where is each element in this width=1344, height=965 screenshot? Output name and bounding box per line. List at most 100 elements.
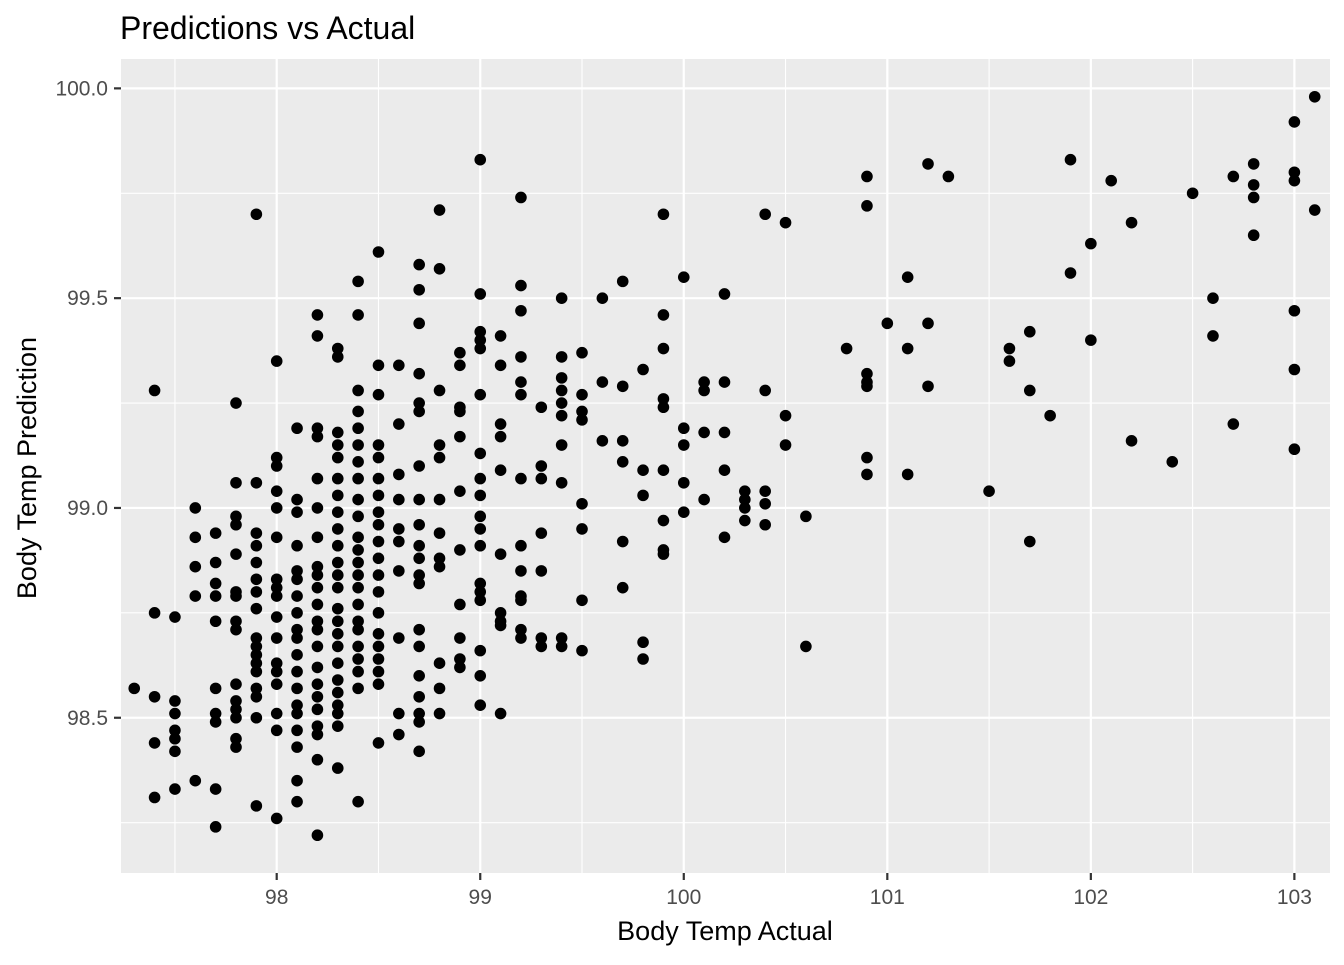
data-point xyxy=(494,548,507,560)
data-point xyxy=(454,430,466,443)
data-point xyxy=(331,342,344,355)
data-point xyxy=(515,304,527,317)
data-point xyxy=(250,527,263,539)
data-point xyxy=(270,485,283,497)
data-point xyxy=(413,317,425,330)
data-point xyxy=(291,573,303,586)
data-points xyxy=(128,90,1321,842)
data-point xyxy=(433,451,446,464)
data-point xyxy=(616,435,629,447)
data-point xyxy=(372,451,385,464)
y-axis-title: Body Temp Prediction xyxy=(12,337,42,599)
data-point xyxy=(372,569,385,581)
data-point xyxy=(331,539,344,552)
data-point xyxy=(637,363,649,376)
data-point xyxy=(1227,170,1240,183)
data-point xyxy=(413,397,425,409)
data-point xyxy=(291,699,303,711)
data-point xyxy=(759,485,771,497)
data-point xyxy=(494,430,507,443)
data-point xyxy=(209,821,222,833)
data-point xyxy=(270,724,283,737)
data-point xyxy=(515,191,527,204)
data-point xyxy=(881,317,894,330)
data-point xyxy=(474,577,487,590)
data-point xyxy=(148,607,161,619)
data-point xyxy=(454,653,466,665)
data-point xyxy=(413,539,425,552)
data-point xyxy=(433,439,446,451)
data-point xyxy=(311,640,324,653)
data-point xyxy=(230,732,242,745)
data-point xyxy=(311,581,324,594)
data-point xyxy=(555,372,568,384)
data-point xyxy=(637,653,649,665)
data-point xyxy=(413,367,425,380)
data-point xyxy=(1288,443,1301,456)
data-point xyxy=(230,548,242,560)
data-point xyxy=(230,703,242,716)
data-point xyxy=(331,506,344,518)
data-point xyxy=(169,695,181,707)
data-point xyxy=(291,632,303,644)
data-point xyxy=(169,724,181,737)
data-point xyxy=(291,724,303,737)
data-point xyxy=(657,514,670,527)
data-point xyxy=(270,581,283,594)
data-point xyxy=(1023,535,1036,548)
data-point xyxy=(291,565,303,577)
data-point xyxy=(433,204,446,216)
data-point xyxy=(128,682,141,695)
data-point xyxy=(352,544,364,556)
data-point xyxy=(148,384,161,397)
data-point xyxy=(331,628,344,640)
data-point xyxy=(637,636,649,649)
data-point xyxy=(250,690,263,703)
data-point xyxy=(454,346,466,359)
data-point xyxy=(861,367,873,380)
data-point xyxy=(372,535,385,548)
data-point xyxy=(474,388,487,401)
data-point xyxy=(474,489,487,502)
data-point xyxy=(718,376,731,388)
data-point xyxy=(331,451,344,464)
data-point xyxy=(413,669,425,682)
data-point xyxy=(209,556,222,569)
data-point xyxy=(291,623,303,636)
data-point xyxy=(393,468,405,481)
data-point xyxy=(494,707,507,720)
data-point xyxy=(169,783,181,795)
data-point xyxy=(189,774,202,787)
data-point xyxy=(311,598,324,611)
data-point xyxy=(230,510,242,523)
data-point xyxy=(1166,456,1179,468)
data-point xyxy=(1247,158,1260,170)
data-point xyxy=(311,472,324,485)
data-point xyxy=(352,531,364,544)
data-point xyxy=(901,271,914,283)
data-point xyxy=(413,690,425,703)
data-point xyxy=(474,342,487,355)
data-point xyxy=(291,590,303,602)
data-point xyxy=(331,686,344,699)
data-point xyxy=(372,653,385,665)
data-point xyxy=(230,711,242,724)
data-point xyxy=(291,741,303,753)
data-point xyxy=(677,476,690,489)
data-point xyxy=(535,565,548,577)
data-point xyxy=(474,510,487,523)
x-tick-label: 98 xyxy=(265,886,288,909)
data-point xyxy=(393,632,405,644)
data-point xyxy=(209,527,222,539)
data-point xyxy=(454,598,466,611)
data-point xyxy=(1125,216,1138,229)
x-axis: 98 99 100 101 102 103 xyxy=(265,873,1312,909)
data-point xyxy=(657,401,670,414)
data-point xyxy=(515,623,527,636)
data-point xyxy=(352,623,364,636)
data-point xyxy=(393,418,405,430)
data-point xyxy=(372,472,385,485)
data-point xyxy=(596,435,609,447)
data-point xyxy=(657,548,670,560)
